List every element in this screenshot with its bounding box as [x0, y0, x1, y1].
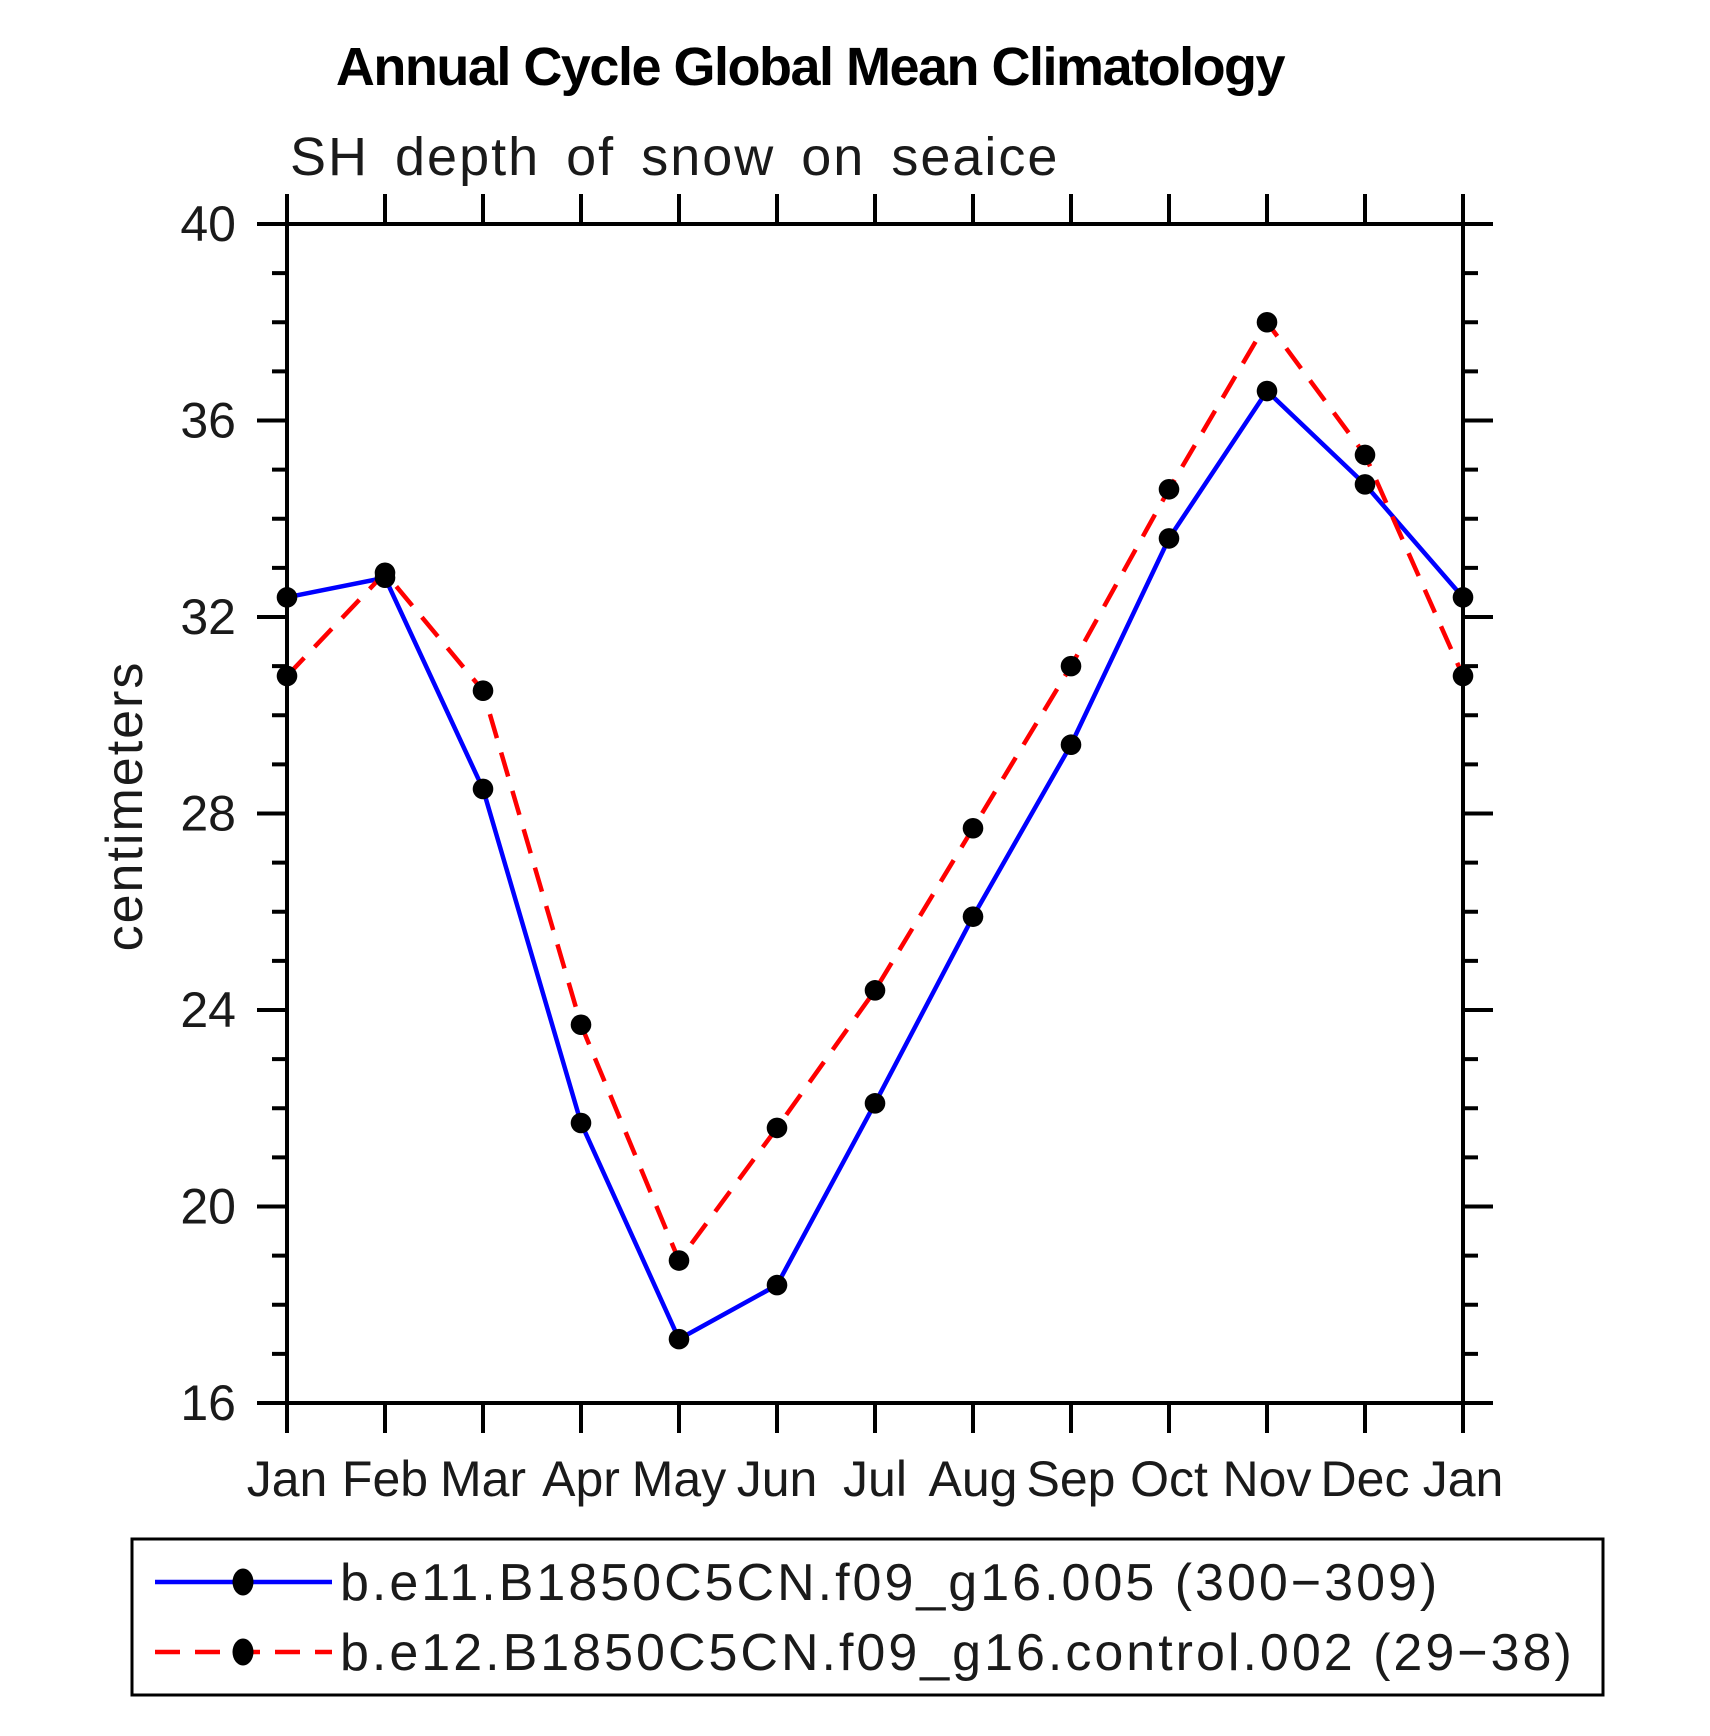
data-point	[766, 1274, 788, 1296]
legend-marker	[232, 1638, 254, 1666]
data-point	[1452, 587, 1474, 608]
y-tick-labels: 16 20 24 28 32 36 40	[180, 196, 236, 1431]
data-point	[962, 906, 984, 927]
series-line-1	[285, 320, 1466, 1263]
data-point	[668, 1328, 690, 1350]
data-point	[1060, 734, 1082, 756]
plot-border	[285, 222, 1465, 1405]
x-tick-label: Jun	[737, 1451, 818, 1507]
data-point	[668, 1250, 690, 1271]
data-point	[1060, 655, 1082, 677]
data-point	[472, 680, 494, 701]
legend-label: b.e11.B1850C5CN.f09_g16.005 (300−309)	[340, 1554, 1440, 1612]
chart-title: Annual Cycle Global Mean Climatology	[335, 37, 1286, 97]
data-point	[864, 980, 886, 1001]
y-tick-label: 40	[180, 196, 236, 252]
legend-label: b.e12.B1850C5CN.f09_g16.control.002 (29−…	[340, 1624, 1575, 1682]
x-tick-labels: Jan Feb Mar Apr May Jun Jul Aug Sep Oct Nov Dec Jan	[247, 1451, 1504, 1507]
data-point	[962, 817, 984, 839]
x-tick-label: Feb	[342, 1451, 428, 1507]
y-ticks	[257, 222, 1493, 1405]
y-tick-label: 36	[180, 393, 236, 449]
chart-subtitle: SH depth of snow on seaice	[290, 127, 1060, 187]
x-tick-label: Sep	[1027, 1451, 1116, 1507]
y-tick-label: 20	[180, 1179, 236, 1235]
legend-box	[130, 1537, 1605, 1697]
data-point-markers	[276, 311, 1474, 1350]
x-tick-label: May	[632, 1451, 726, 1507]
data-point	[570, 1014, 592, 1036]
data-point	[472, 778, 494, 800]
x-tick-label: Jan	[247, 1451, 328, 1507]
data-point	[766, 1117, 788, 1139]
x-tick-label: Jan	[1423, 1451, 1504, 1507]
y-tick-label: 24	[180, 982, 236, 1038]
data-point	[1158, 478, 1180, 500]
data-point	[1354, 474, 1376, 495]
legend-row: b.e12.B1850C5CN.f09_g16.control.002 (29−…	[155, 1624, 1575, 1682]
data-point	[1256, 380, 1278, 402]
data-point	[374, 562, 396, 584]
data-point	[1256, 311, 1278, 333]
series-line-0	[286, 388, 1465, 1342]
x-tick-label: Oct	[1130, 1451, 1208, 1507]
legend: b.e11.B1850C5CN.f09_g16.005 (300−309) b.e…	[130, 1537, 1605, 1697]
x-tick-label: Mar	[440, 1451, 526, 1507]
y-axis-title: centimeters	[96, 660, 154, 952]
data-point	[864, 1093, 886, 1114]
y-tick-label: 28	[180, 786, 236, 842]
legend-marker	[232, 1568, 254, 1596]
data-point	[1452, 665, 1474, 687]
x-tick-label: Jul	[843, 1451, 907, 1507]
legend-row: b.e11.B1850C5CN.f09_g16.005 (300−309)	[155, 1554, 1440, 1612]
y-tick-label: 32	[180, 589, 236, 645]
x-tick-label: Dec	[1321, 1451, 1410, 1507]
data-point	[276, 587, 298, 608]
x-ticks	[285, 194, 1465, 1433]
data-point	[570, 1112, 592, 1134]
x-tick-label: Nov	[1223, 1451, 1312, 1507]
x-tick-label: Aug	[929, 1451, 1018, 1507]
data-point	[1158, 528, 1180, 549]
data-point	[276, 665, 298, 687]
y-tick-label: 16	[180, 1375, 236, 1431]
data-point	[1354, 444, 1376, 466]
x-tick-label: Apr	[542, 1451, 620, 1507]
